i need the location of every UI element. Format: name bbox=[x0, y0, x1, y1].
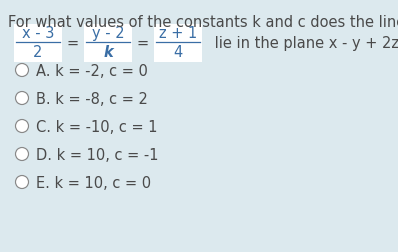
Circle shape bbox=[16, 64, 29, 77]
Text: =: = bbox=[67, 35, 79, 50]
FancyBboxPatch shape bbox=[14, 25, 62, 63]
Circle shape bbox=[16, 148, 29, 161]
Text: 4: 4 bbox=[174, 45, 183, 60]
FancyBboxPatch shape bbox=[154, 25, 202, 63]
Text: 2: 2 bbox=[33, 45, 43, 60]
Text: A. k = -2, c = 0: A. k = -2, c = 0 bbox=[36, 63, 148, 78]
Text: D. k = 10, c = -1: D. k = 10, c = -1 bbox=[36, 147, 158, 162]
Text: B. k = -8, c = 2: B. k = -8, c = 2 bbox=[36, 91, 148, 106]
Text: E. k = 10, c = 0: E. k = 10, c = 0 bbox=[36, 175, 151, 190]
Circle shape bbox=[16, 176, 29, 189]
Text: C. k = -10, c = 1: C. k = -10, c = 1 bbox=[36, 119, 158, 134]
Text: z + 1: z + 1 bbox=[159, 26, 197, 41]
Text: =: = bbox=[137, 35, 149, 50]
Text: k: k bbox=[103, 45, 113, 60]
Circle shape bbox=[16, 120, 29, 133]
Text: lie in the plane x - y + 2z = c?: lie in the plane x - y + 2z = c? bbox=[210, 35, 398, 50]
FancyBboxPatch shape bbox=[84, 25, 132, 63]
Text: y - 2: y - 2 bbox=[92, 26, 124, 41]
Text: For what values of the constants k and c does the line: For what values of the constants k and c… bbox=[8, 15, 398, 30]
Text: x - 3: x - 3 bbox=[22, 26, 54, 41]
Circle shape bbox=[16, 92, 29, 105]
